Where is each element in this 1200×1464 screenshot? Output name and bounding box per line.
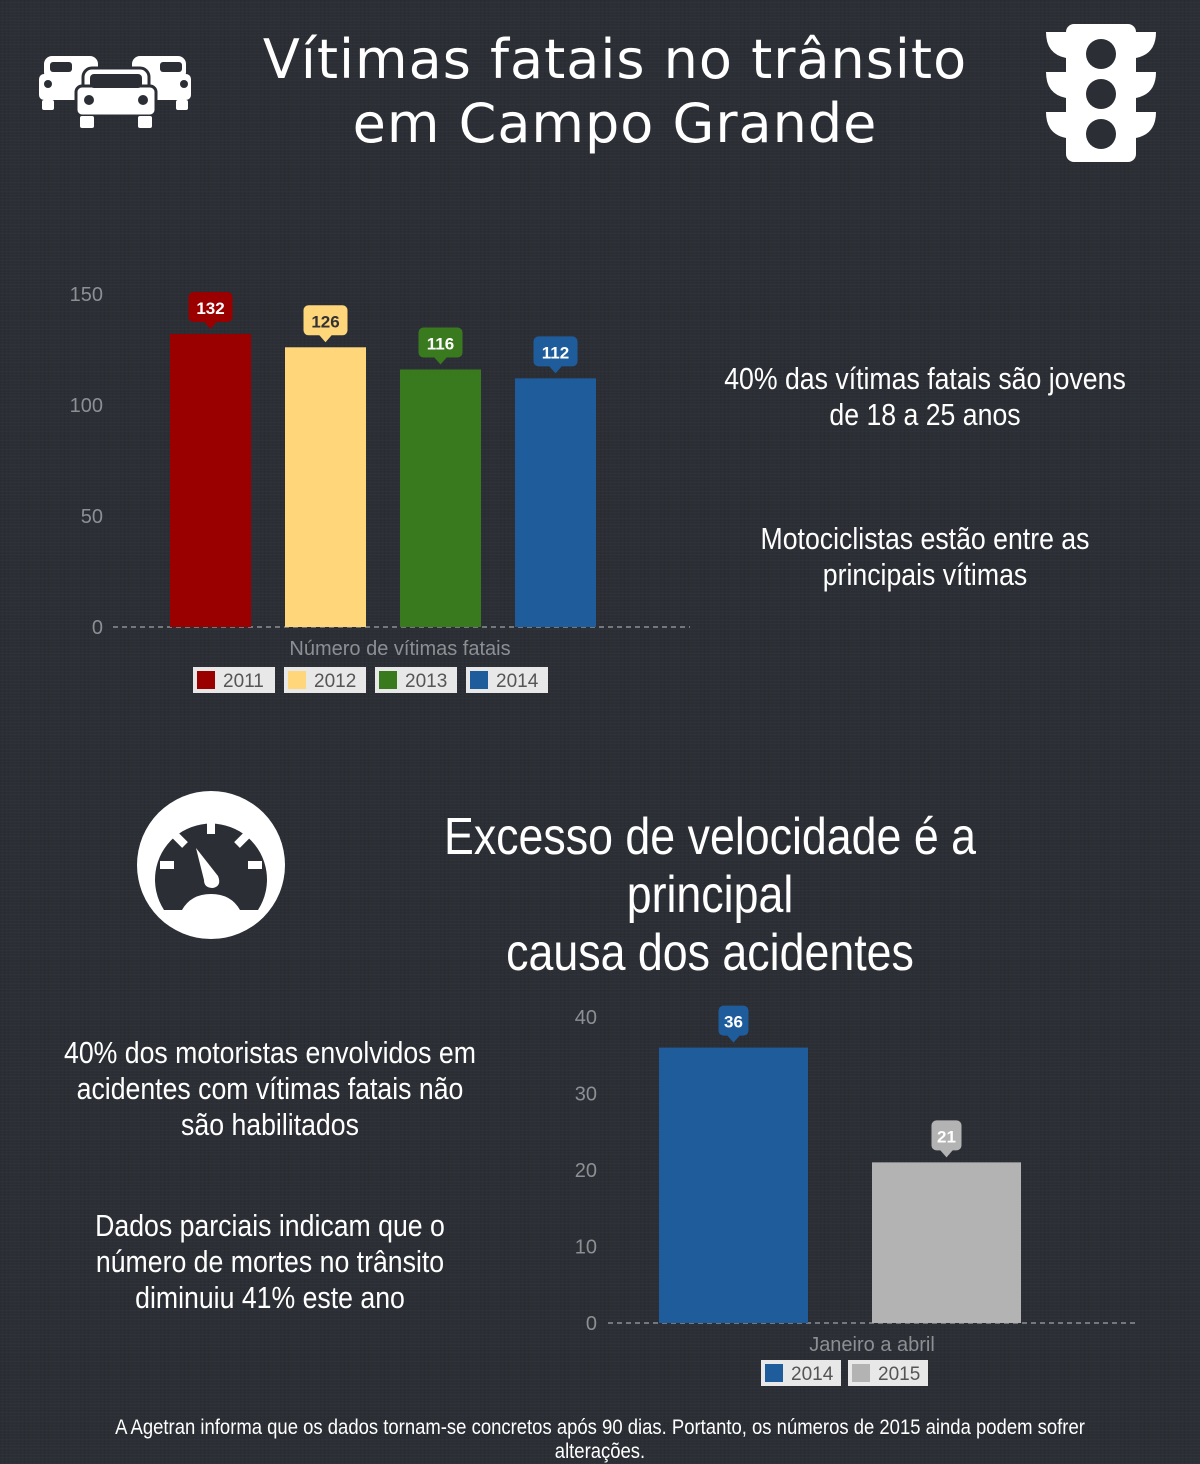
y-tick-label: 0	[92, 617, 103, 639]
data-label-bg	[931, 1120, 962, 1151]
stat-motociclistas: Motociclistas estão entre as principais …	[760, 521, 1090, 592]
y-tick-label: 50	[81, 506, 103, 528]
legend-label: 2014	[496, 671, 539, 692]
x-axis-label: Janeiro a abril	[809, 1334, 935, 1356]
data-label-pointer	[939, 1149, 954, 1158]
y-tick-label: 10	[575, 1237, 597, 1259]
legend-label: 2015	[878, 1364, 920, 1385]
legend-swatch	[852, 1364, 870, 1382]
stat-jovens: 40% das vítimas fatais são jovens de 18 …	[724, 361, 1126, 432]
data-label: 112	[542, 343, 569, 362]
heading-line-2: causa dos acidentes	[506, 924, 914, 982]
data-label-pointer	[433, 356, 448, 365]
bar-2015	[872, 1162, 1021, 1323]
speedometer-icon	[136, 790, 286, 945]
page-title: Vítimas fatais no trânsito em Campo Gran…	[230, 28, 1000, 156]
data-label: 116	[427, 334, 454, 353]
y-tick-label: 20	[575, 1160, 597, 1182]
data-label-bg	[303, 305, 348, 336]
y-tick-label: 100	[70, 395, 103, 417]
data-label-bg	[533, 336, 578, 367]
title-line-2: em Campo Grande	[352, 92, 878, 155]
bar-2013	[400, 369, 481, 627]
y-tick-label: 30	[575, 1084, 597, 1106]
stat-habilitados: 40% dos motoristas envolvidos em acident…	[64, 1035, 476, 1142]
data-label-pointer	[548, 365, 563, 374]
legend-label: 2013	[405, 671, 447, 692]
data-label-pointer	[318, 334, 333, 343]
bar-2011	[170, 333, 251, 627]
title-line-1: Vítimas fatais no trânsito	[262, 28, 968, 91]
data-label-pointer	[203, 320, 218, 329]
section-heading: Excesso de velocidade é a principal caus…	[357, 808, 1062, 982]
legend-swatch	[765, 1364, 783, 1382]
data-label: 36	[724, 1013, 743, 1032]
data-label: 132	[196, 299, 224, 318]
bar-2014	[659, 1047, 808, 1323]
data-label-bg	[718, 1005, 749, 1036]
y-tick-label: 0	[586, 1313, 597, 1335]
legend-label: 2011	[223, 671, 264, 692]
cars-icon	[36, 48, 196, 137]
x-axis-label: Número de vítimas fatais	[289, 638, 510, 660]
data-label: 126	[311, 312, 339, 331]
legend-swatch	[197, 671, 215, 689]
legend-label: 2014	[791, 1364, 834, 1385]
chart-vitimas-fatais: 0 50 100 150 132 126 116 112 Número de vítimas f…	[70, 284, 690, 693]
legend-swatch	[470, 671, 488, 689]
legend-swatch	[379, 671, 397, 689]
data-label-bg	[188, 291, 233, 322]
chart-janeiro-abril: 0 10 20 30 40 36 21 Janeiro a abril 2014 2015	[575, 1005, 1138, 1386]
y-tick-label: 40	[575, 1007, 597, 1029]
traffic-light-icon	[1044, 20, 1158, 171]
bar-2014	[515, 378, 596, 627]
footer-note: A Agetran informa que os dados tornam-se…	[115, 1416, 1085, 1463]
bar-2012	[285, 347, 366, 627]
stat-mortes-diminuiu: Dados parciais indicam que o número de m…	[95, 1208, 445, 1315]
y-tick-label: 150	[70, 284, 103, 306]
heading-line-1: Excesso de velocidade é a principal	[443, 808, 977, 924]
data-label-bg	[418, 327, 463, 358]
data-label-pointer	[726, 1034, 741, 1043]
legend-swatch	[288, 671, 306, 689]
legend-label: 2012	[314, 671, 356, 692]
data-label: 21	[937, 1127, 956, 1146]
